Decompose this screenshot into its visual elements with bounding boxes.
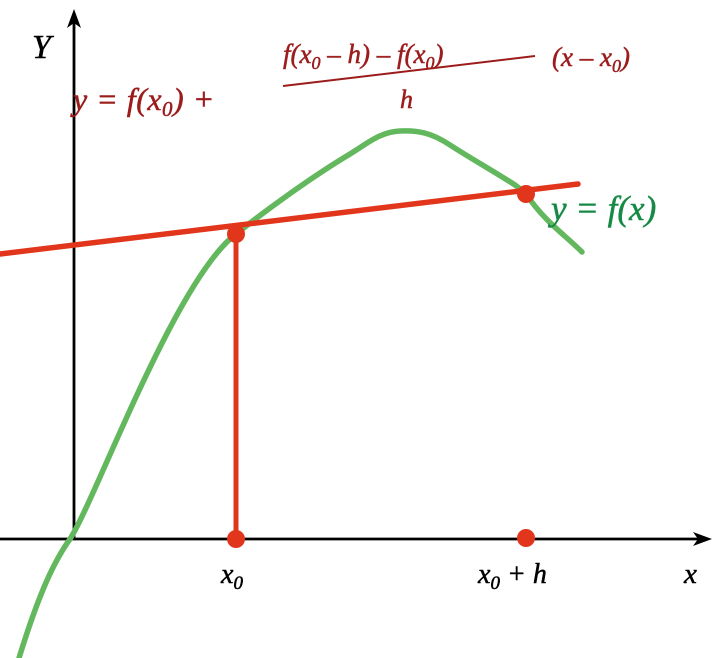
svg-text:y = f(x0) +: y = f(x0) +	[70, 81, 215, 121]
svg-text:Y: Y	[32, 29, 54, 66]
svg-text:h: h	[400, 85, 413, 114]
svg-text:x0 + h: x0 + h	[477, 559, 547, 594]
svg-text:x0: x0	[220, 559, 243, 594]
svg-text:(x – x0): (x – x0)	[552, 42, 630, 76]
svg-text:x: x	[683, 558, 697, 590]
svg-text:f(x0 – h) – f(x0): f(x0 – h) – f(x0)	[283, 39, 443, 73]
svg-text:y = f(x): y = f(x)	[548, 189, 656, 228]
